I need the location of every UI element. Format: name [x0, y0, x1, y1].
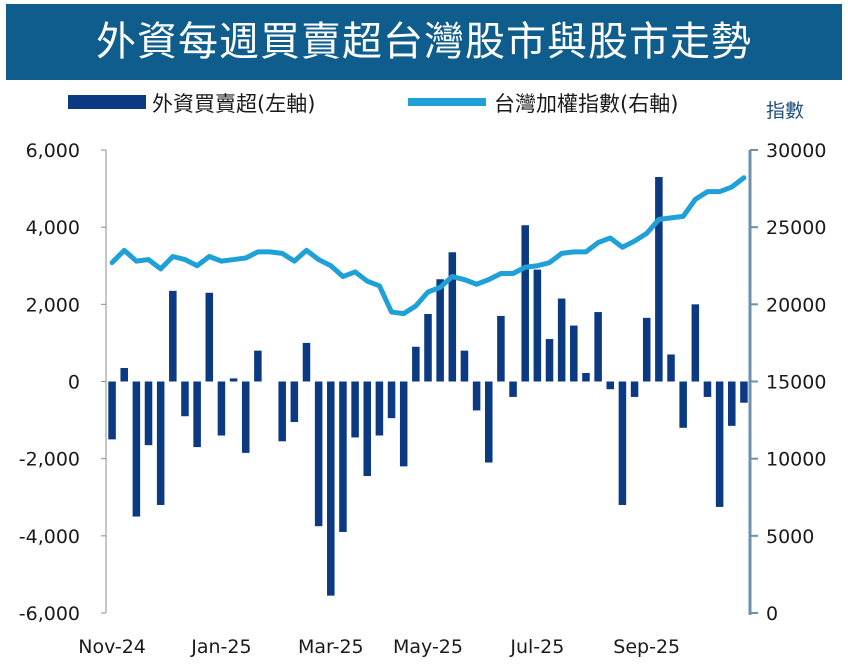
left-tick-label-5: -4,000 — [19, 526, 80, 548]
x-tick-label-2: Mar-25 — [298, 636, 364, 658]
bar-week-45 — [642, 317, 651, 382]
bar-week-42 — [606, 381, 615, 390]
bar-week-30 — [460, 350, 469, 382]
bar-week-47 — [667, 354, 675, 382]
index-line — [109, 175, 747, 317]
bar-week-20 — [339, 381, 347, 532]
bar-week-5 — [156, 381, 165, 505]
legend-bar-swatch — [68, 95, 146, 109]
right-tick-label-1: 25000 — [766, 217, 826, 239]
bar-week-27 — [424, 313, 432, 382]
bar-week-46 — [655, 177, 663, 382]
left-tick-label-0: 6,000 — [26, 140, 80, 162]
bar-week-11 — [229, 378, 238, 382]
bar-week-4 — [144, 381, 153, 446]
bar-week-6 — [169, 290, 177, 382]
line-series — [109, 175, 747, 317]
left-tick-label-2: 2,000 — [26, 294, 80, 316]
bar-week-22 — [363, 381, 372, 477]
legend-bar-label: 外資買賣超(左軸) — [152, 92, 315, 116]
bar-week-24 — [387, 381, 396, 419]
left-tick-label-4: -2,000 — [19, 449, 80, 471]
bar-week-9 — [205, 292, 214, 382]
bar-week-36 — [533, 269, 542, 382]
bar-week-28 — [436, 279, 444, 382]
x-tick-label-5: Sep-25 — [613, 636, 680, 658]
bar-series — [108, 177, 748, 596]
bar-week-25 — [399, 381, 408, 467]
bar-week-33 — [497, 315, 505, 382]
tick-labels: 6,000 4,000 2,000 0 -2,000 -4,000 -6,000 30000 2… — [19, 140, 827, 658]
legend-line-swatch — [408, 98, 486, 106]
bar-week-21 — [351, 381, 359, 438]
right-axis-label: 指數 — [766, 100, 804, 122]
bar-week-44 — [630, 381, 639, 397]
x-tick-label-0: Nov-24 — [78, 636, 146, 658]
bar-week-32 — [484, 381, 493, 463]
bar-week-3 — [132, 381, 141, 517]
bar-week-17 — [302, 342, 311, 382]
bar-week-52 — [728, 381, 736, 426]
bar-week-40 — [582, 373, 590, 382]
legend-line-label: 台灣加權指數(右軸) — [494, 92, 678, 116]
bar-week-51 — [715, 381, 724, 507]
bar-week-23 — [375, 381, 384, 436]
bar-week-26 — [412, 346, 420, 382]
bar-week-18 — [314, 381, 323, 527]
bar-week-34 — [509, 381, 517, 397]
right-tick-label-2: 20000 — [766, 294, 826, 316]
bar-week-41 — [594, 312, 602, 382]
x-tick-label-1: Jan-25 — [190, 636, 251, 658]
bar-week-35 — [521, 225, 529, 382]
bar-week-8 — [193, 381, 201, 448]
bar-week-53 — [740, 381, 748, 403]
axes — [101, 149, 758, 615]
bar-week-43 — [618, 381, 627, 505]
title-bar: 外資每週買賣超台灣股市與股市走勢 — [6, 4, 842, 80]
bar-week-19 — [327, 381, 335, 596]
legend: 外資買賣超(左軸) 台灣加權指數(右軸) — [68, 92, 678, 116]
bar-week-29 — [448, 252, 457, 382]
bar-week-49 — [691, 304, 700, 382]
x-tick-label-4: Jul-25 — [509, 636, 564, 658]
left-tick-label-1: 4,000 — [26, 217, 80, 239]
bar-week-38 — [557, 298, 566, 382]
bar-week-31 — [472, 381, 481, 411]
right-tick-label-0: 30000 — [766, 140, 826, 162]
bar-week-16 — [290, 381, 299, 423]
left-tick-label-6: -6,000 — [19, 603, 80, 625]
bar-week-15 — [278, 381, 286, 442]
left-tick-label-3: 0 — [68, 372, 80, 394]
bar-week-2 — [120, 368, 128, 382]
bar-week-48 — [679, 381, 687, 428]
bar-week-12 — [241, 381, 250, 453]
bar-week-1 — [108, 381, 116, 440]
right-tick-label-5: 5000 — [766, 526, 814, 548]
chart-title: 外資每週買賣超台灣股市與股市走勢 — [96, 19, 752, 65]
right-tick-label-3: 15000 — [766, 372, 826, 394]
bar-week-50 — [703, 381, 712, 397]
bar-week-7 — [181, 381, 189, 417]
right-tick-label-6: 0 — [766, 603, 778, 625]
bar-week-39 — [570, 325, 578, 382]
bar-week-37 — [545, 339, 554, 382]
bar-week-10 — [217, 381, 226, 436]
right-tick-label-4: 10000 — [766, 449, 826, 471]
x-tick-label-3: May-25 — [393, 636, 463, 658]
bar-week-13 — [254, 350, 262, 382]
